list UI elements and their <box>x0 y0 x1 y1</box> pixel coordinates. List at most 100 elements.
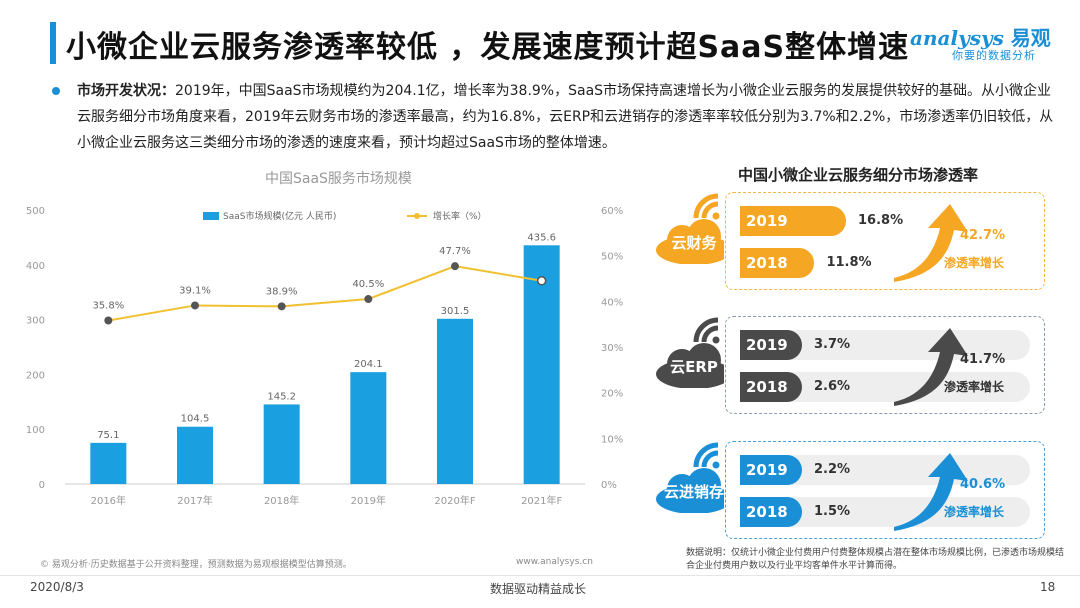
growth-value-label: 47.7% <box>439 246 471 257</box>
bar <box>263 404 300 484</box>
bar-value-label: 1.5% <box>814 504 851 519</box>
growth-arrow-icon <box>894 204 968 282</box>
growth-value: 40.6% <box>960 477 1006 492</box>
bar-year-label: 2018 <box>746 254 788 272</box>
y2-tick-label: 30% <box>601 343 623 354</box>
source-note: © 易观分析·历史数据基于公开资料整理，预测数据为易观根据模型估算预测。 <box>40 560 352 570</box>
growth-arrow-icon <box>894 328 968 406</box>
growth-point <box>364 295 373 304</box>
penetration-bar <box>740 330 802 360</box>
cloud-icon <box>656 343 724 388</box>
panel-cloud-finance <box>725 192 1045 290</box>
penetration-bar <box>740 497 802 527</box>
footer-slogan: 数据驱动精益成长 <box>490 582 587 596</box>
bar-value-label: 11.8% <box>826 255 872 270</box>
cloud-icon <box>656 468 724 513</box>
y-tick-label: 0 <box>39 480 45 491</box>
legend-swatch-bar <box>203 212 219 220</box>
cloud-icon <box>656 219 724 264</box>
chart-svg: 0 100 200 300 400 500 0% 10% 20% 30% 40% 50% 60% 75.1… <box>26 206 623 507</box>
y-tick-label: 400 <box>26 261 45 272</box>
source-url: www.analysys.cn <box>516 557 593 567</box>
intro-paragraph: 市场开发状况：2019年，中国SaaS市场规模约为204.1亿，增长率为38.9… <box>52 78 1055 156</box>
bar-value-label: 204.1 <box>354 359 383 370</box>
brand-a-glyph: a <box>910 26 923 50</box>
growth-value: 41.7% <box>960 352 1006 367</box>
panel-cloud-inventory <box>725 441 1045 539</box>
segment-name: 云ERP <box>670 358 718 376</box>
y2-tick-label: 10% <box>601 434 623 445</box>
bar-value-label: 104.5 <box>181 414 210 425</box>
footer-date: 2020/8/3 <box>30 580 84 594</box>
growth-point <box>536 276 547 286</box>
growth-point <box>104 316 113 325</box>
bar-year-label: 2019 <box>746 336 788 354</box>
bar <box>437 318 473 484</box>
penetration-bar <box>740 455 802 485</box>
chart-title: 中国SaaS服务市场规模 <box>265 171 412 187</box>
y2-tick-label: 50% <box>601 252 623 263</box>
bar-value-label: 435.6 <box>527 232 556 243</box>
brand-logo: analysys 易观 你要的数据分析 <box>910 22 1060 62</box>
growth-line <box>108 265 542 322</box>
intro-text: 2019年，中国SaaS市场规模约为204.1亿，增长率为38.9%，SaaS市… <box>77 83 1054 151</box>
y-tick-label: 300 <box>26 316 45 327</box>
bar-value-label: 2.2% <box>814 462 851 477</box>
bar-value-label: 16.8% <box>858 213 904 228</box>
growth-value-label: 39.1% <box>179 285 211 296</box>
brand-name: analysys 易观 <box>910 26 1051 50</box>
bar <box>90 442 127 484</box>
saas-market-chart: 中国SaaS服务市场规模 0 100 200 300 400 500 0% 10% 20% 30%… <box>25 168 635 576</box>
bar-year-label: 2018 <box>746 378 788 396</box>
bar-value-label: 145.2 <box>267 391 296 402</box>
y-tick-label: 500 <box>26 206 45 217</box>
bar-value-label: 301.5 <box>441 306 470 317</box>
x-tick-label: 2017年 <box>177 494 212 507</box>
y2-tick-label: 0% <box>601 480 617 491</box>
intro-label: 市场开发状况： <box>77 83 175 99</box>
x-tick-label: 2021年F <box>521 494 562 507</box>
growth-label: 渗透率增长 <box>944 505 1005 519</box>
bar-value-label: 75.1 <box>97 430 119 441</box>
penetration-bar <box>740 206 846 236</box>
wifi-icon <box>693 317 720 344</box>
y2-tick-label: 40% <box>601 297 623 308</box>
wifi-icon <box>693 442 720 469</box>
page-title: 小微企业云服务渗透率较低 ，发展速度预计超SaaS整体增速 <box>66 30 910 65</box>
y2-tick-label: 60% <box>601 206 623 217</box>
growth-point <box>451 262 459 271</box>
segment-name: 云进销存 <box>663 483 724 501</box>
growth-point <box>277 302 286 311</box>
growth-value-label: 35.8% <box>92 301 124 312</box>
bar-year-label: 2018 <box>746 503 788 521</box>
x-tick-label: 2019年 <box>351 494 386 507</box>
legend-marker-line <box>414 213 420 219</box>
x-tick-label: 2020年F <box>434 494 475 507</box>
legend-label-line: 增长率（%） <box>433 210 487 222</box>
panel-cloud-erp <box>725 316 1045 414</box>
growth-value-label: 40.5% <box>352 279 384 290</box>
y2-tick-label: 20% <box>601 389 623 400</box>
data-note: 数据说明：仅统计小微企业付费用户付费整体规模占潜在整体市场规模比例，已渗透市场规… <box>686 548 1065 571</box>
wifi-icon <box>693 193 720 220</box>
bullet-icon <box>52 87 60 95</box>
bar-year-label: 2019 <box>746 212 788 230</box>
title-accent-bar <box>50 22 56 64</box>
penetration-bar <box>740 372 802 402</box>
growth-arrow-icon <box>894 453 968 531</box>
growth-point <box>191 301 199 310</box>
y-tick-label: 200 <box>26 370 45 381</box>
bar <box>177 426 213 484</box>
legend-label-bar: SaaS市场规模(亿元 人民币) <box>223 210 336 222</box>
growth-label: 渗透率增长 <box>944 380 1005 394</box>
bar-value-label: 3.7% <box>814 337 851 352</box>
growth-value: 42.7% <box>960 228 1006 243</box>
bar <box>350 372 387 484</box>
brand-tagline: 你要的数据分析 <box>952 49 1036 62</box>
penetration-bar <box>740 248 815 278</box>
growth-label: 渗透率增长 <box>944 256 1005 270</box>
segment-name: 云财务 <box>671 234 717 252</box>
x-tick-label: 2016年 <box>91 494 126 507</box>
page-number: 18 <box>1040 580 1056 594</box>
footer-divider <box>0 575 1080 576</box>
